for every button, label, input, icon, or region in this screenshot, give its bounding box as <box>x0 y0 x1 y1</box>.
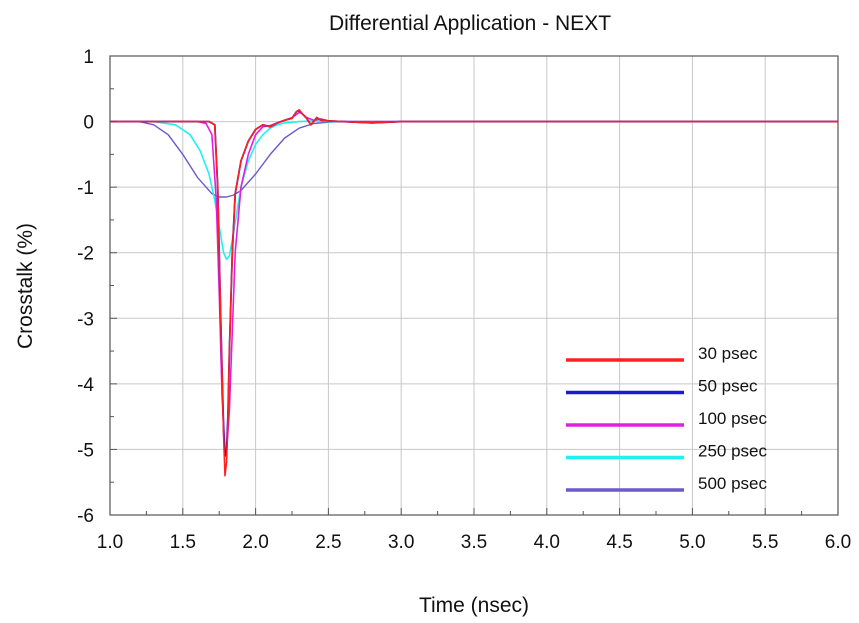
y-tick-label: -1 <box>77 178 94 199</box>
x-tick-label: 6.0 <box>825 532 851 553</box>
grid <box>110 56 838 515</box>
legend-label: 100 psec <box>698 409 767 428</box>
y-tick-label: -6 <box>77 506 94 527</box>
legend-label: 500 psec <box>698 474 767 493</box>
y-tick-label: -2 <box>77 244 94 265</box>
x-tick-label: 4.0 <box>534 532 560 553</box>
legend-label: 50 psec <box>698 377 758 396</box>
x-tick-label: 1.0 <box>97 532 123 553</box>
y-tick-label: 1 <box>83 47 94 68</box>
series-line-100-psec <box>110 111 838 454</box>
x-tick-label: 2.5 <box>315 532 341 553</box>
x-tick-label: 3.0 <box>388 532 414 553</box>
y-tick-label: -3 <box>77 309 94 330</box>
x-tick-label: 5.0 <box>679 532 705 553</box>
y-tick-labels: 1 0 -1 -2 -3 -4 -5 -6 <box>77 47 94 527</box>
legend: 30 psec 50 psec 100 psec 250 psec 500 psec <box>566 344 767 493</box>
x-tick-label: 3.5 <box>461 532 487 553</box>
x-tick-label: 5.5 <box>752 532 778 553</box>
x-tick-labels: 1.0 1.5 2.0 2.5 3.0 3.5 4.0 4.5 5.0 5.5 6.0 <box>97 532 851 553</box>
legend-label: 30 psec <box>698 344 758 363</box>
y-tick-label: 0 <box>83 113 94 134</box>
ticks <box>109 55 839 516</box>
legend-label: 250 psec <box>698 442 767 461</box>
series-layer <box>110 109 838 477</box>
x-axis-label: Time (nsec) <box>419 594 529 617</box>
y-tick-label: -4 <box>77 375 94 396</box>
x-tick-label: 2.0 <box>242 532 268 553</box>
series-line-30-psec <box>110 109 838 477</box>
x-tick-label: 1.5 <box>170 532 196 553</box>
series-line-250-psec <box>110 120 838 261</box>
chart-title: Differential Application - NEXT <box>329 12 611 35</box>
x-tick-label: 4.5 <box>606 532 632 553</box>
y-axis-label: Crosstalk (%) <box>14 223 37 349</box>
y-tick-label: -5 <box>77 440 94 461</box>
